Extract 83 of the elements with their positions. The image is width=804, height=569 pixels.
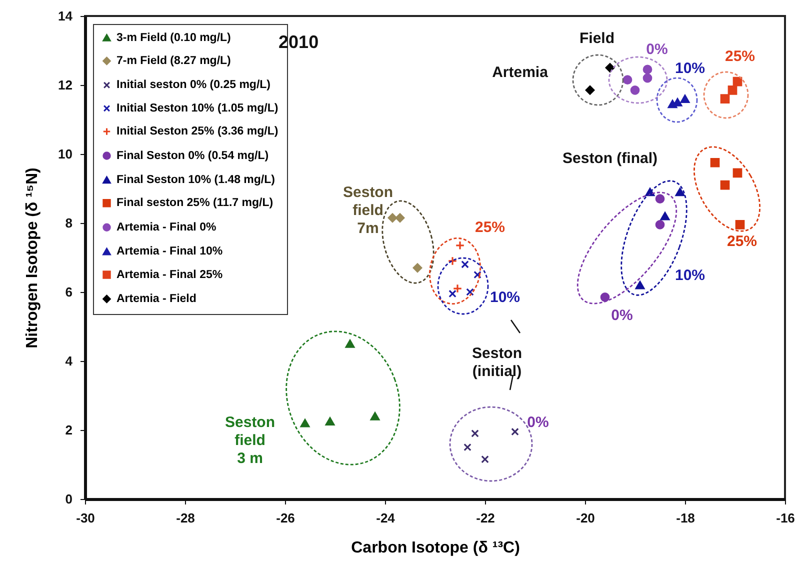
point [412, 263, 422, 273]
y-tick-label: 6 [65, 284, 72, 300]
point [464, 443, 472, 452]
point [660, 212, 670, 220]
point [605, 63, 615, 72]
point [655, 220, 665, 230]
point [732, 76, 742, 86]
point [710, 158, 720, 168]
point [511, 428, 519, 436]
point [600, 292, 610, 302]
x-tick-label: -28 [176, 510, 195, 526]
annotation: 10% [490, 289, 520, 306]
point [448, 290, 456, 298]
y-tick-label: 10 [58, 146, 72, 162]
annotation: Seston field 3 m [224, 414, 276, 467]
y-tick-label: 2 [65, 422, 72, 438]
point [642, 64, 652, 74]
point [461, 260, 469, 268]
annotation: Seston (initial) [472, 345, 522, 380]
point [642, 73, 652, 83]
x-tick-label: -18 [676, 510, 695, 526]
legend-label: Initial seston 0% (0.25 mg/L) [116, 79, 271, 92]
point [388, 213, 398, 222]
legend-label: Initial Seston 25% (3.36 mg/L) [116, 126, 278, 138]
point [680, 94, 690, 103]
point [720, 94, 730, 104]
point [452, 284, 462, 294]
y-tick-label: 14 [58, 8, 74, 24]
annotation: 0% [611, 307, 633, 324]
annotation: 10% [674, 60, 706, 77]
point [474, 270, 482, 279]
point [448, 256, 458, 266]
x-tick-label: -16 [776, 510, 795, 526]
annotation: Seston (final) [562, 150, 658, 167]
point [325, 417, 335, 426]
annotation: 25% [724, 48, 756, 65]
point [720, 180, 730, 190]
legend-label: Artemia - Final 0% [116, 221, 216, 234]
y-axis-title: Nitrogen Isotope (δ ¹⁵N) [24, 168, 42, 348]
y-tick-label: 12 [58, 78, 72, 92]
annotation: 25% [474, 219, 506, 236]
annotation: 0% [646, 41, 668, 58]
x-tick-label: -30 [76, 510, 95, 526]
x-axis-title: Carbon Isotope (δ ¹³C) [351, 540, 520, 556]
legend-label: Artemia - Final 25% [116, 268, 223, 281]
legend-label: Initial Seston 10% (1.05 mg/L) [116, 102, 278, 114]
point [481, 455, 489, 464]
point [635, 280, 645, 290]
legend-label: Final seston 25% (11.7 mg/L) [116, 197, 274, 210]
y-tick-label: 0 [65, 492, 72, 506]
point [466, 288, 474, 296]
point [735, 220, 745, 230]
annotation: Artemia [492, 64, 549, 81]
y-tick-label: 8 [65, 216, 72, 230]
point [471, 430, 479, 438]
y-tick-label: 4 [65, 354, 74, 368]
x-tick-label: -26 [276, 510, 295, 526]
point [622, 75, 632, 84]
point [675, 188, 685, 196]
point [455, 240, 465, 250]
legend-label: Artemia - Field [116, 292, 196, 305]
legend-label: Final Seston 10% (1.48 mg/L) [116, 174, 276, 186]
point [655, 194, 665, 204]
annotation: 0% [527, 414, 549, 431]
point [300, 418, 310, 428]
point [370, 412, 380, 420]
annotation: 25% [726, 233, 758, 250]
legend-label: Final Seston 0% (0.54 mg/L) [116, 150, 269, 162]
annotation: 10% [674, 267, 706, 284]
x-tick-label: -20 [576, 510, 595, 526]
point [585, 86, 595, 95]
point [732, 168, 742, 178]
point [395, 213, 405, 222]
legend-label: Artemia - Final 10% [116, 246, 223, 258]
legend-label: 3-m Field (0.10 mg/L) [116, 32, 232, 44]
x-tick-label: -24 [376, 510, 396, 526]
point [630, 86, 640, 95]
annotation: Seston field 7m [342, 184, 394, 237]
annotation: Field [579, 30, 615, 47]
point [345, 340, 355, 348]
point [728, 86, 738, 95]
legend-label: 7-m Field (8.27 mg/L) [116, 54, 232, 67]
x-tick-label: -22 [476, 510, 495, 526]
